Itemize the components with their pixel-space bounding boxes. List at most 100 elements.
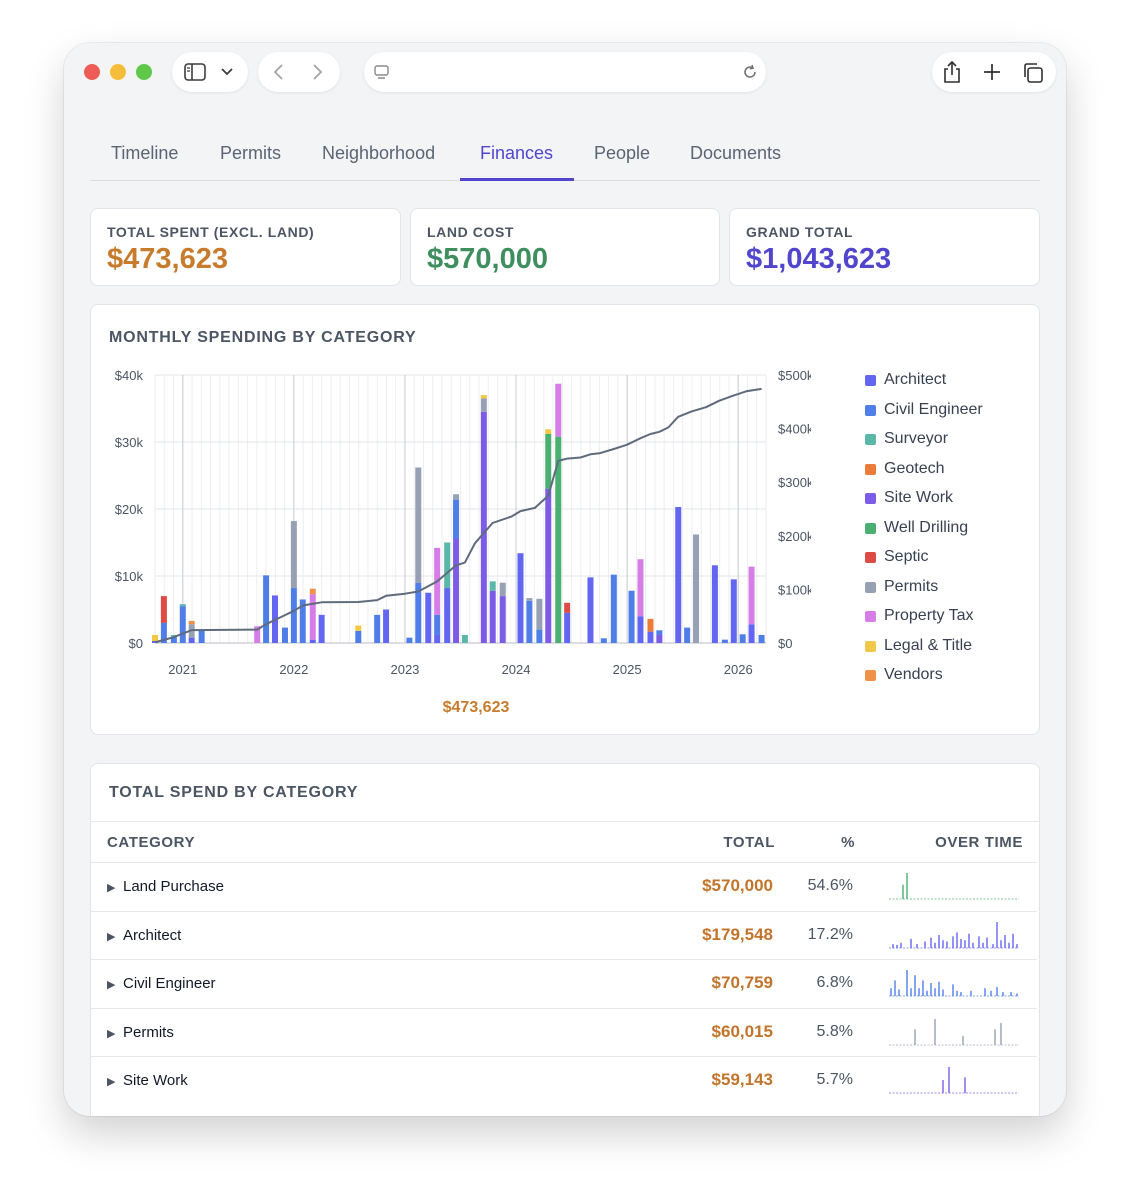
table-row[interactable]: ▶ Site Work $59,143 5.7% — [91, 1056, 1037, 1105]
bar-segment[interactable] — [555, 383, 562, 437]
bar-segment[interactable] — [453, 494, 460, 500]
bar-stack[interactable] — [693, 534, 700, 643]
bar-segment[interactable] — [355, 630, 362, 643]
tab-permits[interactable]: Permits — [220, 143, 282, 163]
column-header-total[interactable]: TOTAL — [723, 834, 775, 851]
bar-segment[interactable] — [461, 634, 468, 643]
bar-segment[interactable] — [545, 429, 552, 434]
bar-stack[interactable] — [517, 553, 524, 643]
bar-segment[interactable] — [415, 467, 422, 583]
bar-stack[interactable] — [453, 494, 460, 643]
close-window-button[interactable] — [84, 64, 100, 80]
bar-segment[interactable] — [693, 534, 700, 643]
tab-overview-icon[interactable] — [1022, 62, 1044, 84]
bar-segment[interactable] — [536, 598, 543, 630]
bar-segment[interactable] — [453, 538, 460, 643]
minimize-window-button[interactable] — [110, 64, 126, 80]
bar-stack[interactable] — [434, 547, 441, 643]
bar-stack[interactable] — [536, 598, 543, 643]
bar-stack[interactable] — [675, 506, 682, 643]
bar-segment[interactable] — [628, 590, 635, 643]
column-header-category[interactable]: CATEGORY — [107, 834, 196, 851]
bar-stack[interactable] — [444, 542, 451, 644]
bar-stack[interactable] — [684, 627, 691, 643]
bar-segment[interactable] — [309, 588, 316, 595]
bar-segment[interactable] — [600, 638, 607, 643]
bar-segment[interactable] — [299, 599, 306, 643]
bar-segment[interactable] — [453, 499, 460, 539]
bar-segment[interactable] — [637, 559, 644, 617]
bar-stack[interactable] — [748, 566, 755, 643]
bar-stack[interactable] — [656, 630, 663, 643]
bar-segment[interactable] — [406, 637, 413, 643]
bar-segment[interactable] — [188, 620, 195, 625]
bar-stack[interactable] — [290, 521, 297, 643]
bar-segment[interactable] — [526, 600, 533, 643]
bar-segment[interactable] — [425, 592, 432, 643]
bar-stack[interactable] — [461, 634, 468, 643]
bar-segment[interactable] — [564, 612, 571, 643]
tab-people[interactable]: People — [594, 143, 651, 163]
bar-segment[interactable] — [444, 588, 451, 643]
bar-stack[interactable] — [299, 599, 306, 643]
bar-stack[interactable] — [309, 588, 316, 643]
tab-timeline[interactable]: Timeline — [111, 143, 179, 163]
bar-stack[interactable] — [374, 614, 381, 643]
bar-segment[interactable] — [499, 596, 506, 643]
bar-segment[interactable] — [179, 606, 186, 643]
bar-stack[interactable] — [263, 575, 270, 643]
bar-stack[interactable] — [587, 577, 594, 643]
bar-segment[interactable] — [480, 398, 487, 412]
bar-segment[interactable] — [152, 634, 158, 641]
bar-segment[interactable] — [587, 577, 594, 643]
bar-segment[interactable] — [536, 629, 543, 643]
bar-segment[interactable] — [170, 636, 177, 643]
bar-stack[interactable] — [600, 638, 607, 643]
bar-segment[interactable] — [545, 488, 552, 643]
bar-segment[interactable] — [610, 574, 617, 643]
table-row[interactable]: ▶ Architect $179,548 17.2% — [91, 910, 1037, 960]
bar-segment[interactable] — [480, 395, 487, 399]
bar-segment[interactable] — [730, 579, 737, 643]
bar-segment[interactable] — [290, 588, 297, 643]
bar-segment[interactable] — [499, 582, 506, 597]
bar-stack[interactable] — [628, 590, 635, 643]
expand-caret-icon[interactable]: ▶ — [107, 930, 116, 943]
bar-segment[interactable] — [489, 581, 496, 591]
bar-segment[interactable] — [170, 634, 177, 637]
share-icon[interactable] — [942, 60, 962, 84]
bar-segment[interactable] — [434, 614, 441, 635]
bar-stack[interactable] — [647, 618, 654, 643]
bar-stack[interactable] — [406, 637, 413, 643]
bar-stack[interactable] — [711, 565, 718, 643]
bar-stack[interactable] — [383, 609, 390, 644]
bar-stack[interactable] — [415, 467, 422, 643]
bar-segment[interactable] — [415, 582, 422, 643]
bar-segment[interactable] — [355, 625, 362, 631]
bar-stack[interactable] — [637, 559, 644, 643]
bar-segment[interactable] — [290, 521, 297, 589]
column-header-percent[interactable]: % — [841, 834, 855, 851]
bar-stack[interactable] — [318, 614, 325, 643]
bar-segment[interactable] — [748, 624, 755, 643]
bar-stack[interactable] — [555, 383, 562, 643]
expand-caret-icon[interactable]: ▶ — [107, 1027, 116, 1040]
bar-stack[interactable] — [355, 625, 362, 643]
bar-stack[interactable] — [610, 574, 617, 643]
bar-segment[interactable] — [684, 627, 691, 643]
forward-icon[interactable] — [312, 63, 324, 81]
bar-segment[interactable] — [179, 604, 186, 607]
chevron-down-icon[interactable] — [221, 67, 233, 77]
bar-segment[interactable] — [374, 614, 381, 643]
bar-segment[interactable] — [647, 618, 654, 632]
back-icon[interactable] — [272, 63, 284, 81]
bar-stack[interactable] — [499, 582, 506, 643]
bar-segment[interactable] — [480, 411, 487, 643]
bar-stack[interactable] — [758, 634, 765, 643]
expand-caret-icon[interactable]: ▶ — [107, 979, 116, 992]
bar-segment[interactable] — [656, 630, 663, 635]
bar-stack[interactable] — [170, 634, 177, 643]
address-bar[interactable] — [364, 52, 766, 92]
bar-stack[interactable] — [160, 596, 167, 643]
expand-caret-icon[interactable]: ▶ — [107, 882, 116, 894]
